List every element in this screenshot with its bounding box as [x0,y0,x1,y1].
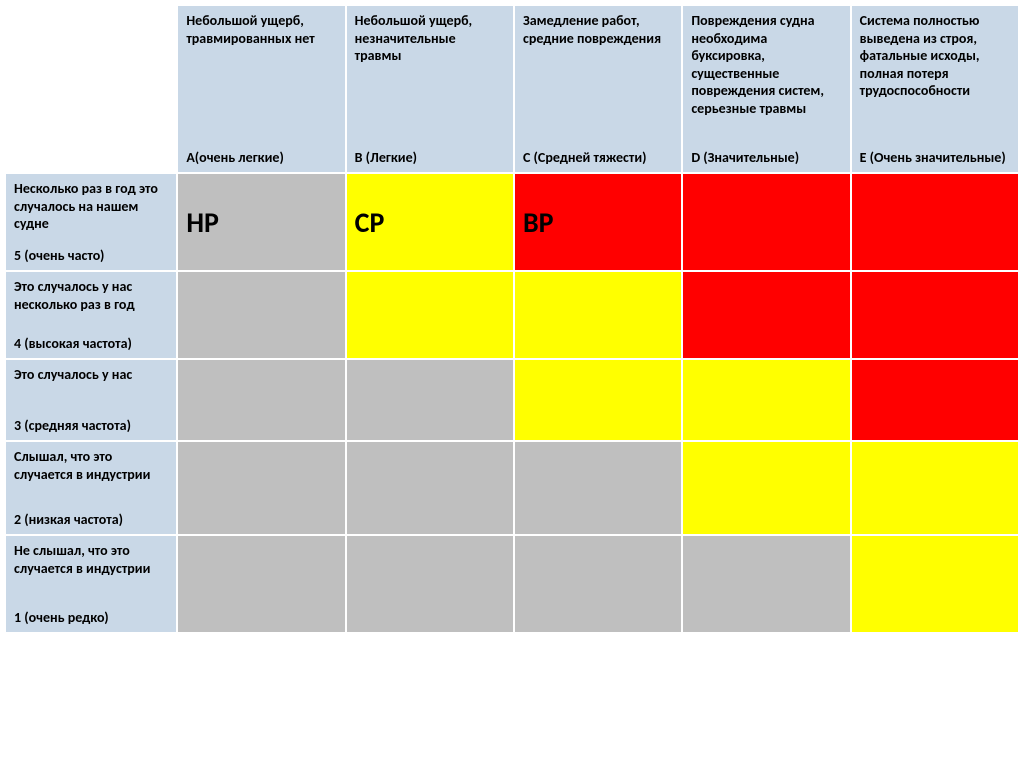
col-desc: Замедление работ, средние повреждения [523,12,673,47]
risk-cell [851,359,1019,441]
row-code: 2 (низкая частота) [14,511,168,529]
col-header: Небольшой ущерб, незначительные травмы В… [346,5,514,173]
col-desc: Небольшой ущерб, травмированных нет [186,12,336,47]
col-desc: Повреждения судна необходима буксировка,… [691,12,841,117]
row-desc: Слышал, что это случается в индустрии [14,448,168,483]
row-header: Это случалось у нас 3 (средняя частота) [5,359,177,441]
row-desc: Это случалось у нас [14,366,168,384]
col-code: А(очень легкие) [186,149,336,167]
matrix-row: Это случалось у нас несколько раз в год 4… [5,271,1019,359]
risk-cell [346,359,514,441]
col-header: Повреждения судна необходима буксировка,… [682,5,850,173]
col-desc: Система полностью выведена из строя, фат… [860,12,1010,100]
risk-cell [514,535,682,633]
risk-cell [346,535,514,633]
col-header: Замедление работ, средние повреждения С … [514,5,682,173]
corner-cell [5,5,177,173]
column-header-row: Небольшой ущерб, травмированных нет А(оч… [5,5,1019,173]
row-header: Не слышал, что это случается в индустрии… [5,535,177,633]
risk-cell [514,271,682,359]
col-header: Система полностью выведена из строя, фат… [851,5,1019,173]
risk-cell [177,271,345,359]
row-desc: Несколько раз в год это случалось на наш… [14,180,168,233]
risk-cell [177,359,345,441]
risk-cell: НР [177,173,345,271]
row-code: 3 (средняя частота) [14,417,168,435]
row-desc: Это случалось у нас несколько раз в год [14,278,168,313]
risk-cell [851,535,1019,633]
matrix-row: Не слышал, что это случается в индустрии… [5,535,1019,633]
risk-cell [682,271,850,359]
matrix-row: Это случалось у нас 3 (средняя частота) [5,359,1019,441]
risk-cell: СР [346,173,514,271]
matrix-row: Несколько раз в год это случалось на наш… [5,173,1019,271]
row-header: Это случалось у нас несколько раз в год 4… [5,271,177,359]
matrix-body: Несколько раз в год это случалось на наш… [5,173,1019,633]
col-desc: Небольшой ущерб, незначительные травмы [355,12,505,65]
row-desc: Не слышал, что это случается в индустрии [14,542,168,577]
risk-cell [682,441,850,535]
risk-cell [346,271,514,359]
col-code: С (Средней тяжести) [523,149,673,167]
col-header: Небольшой ущерб, травмированных нет А(оч… [177,5,345,173]
risk-cell [851,441,1019,535]
risk-cell [177,441,345,535]
risk-cell [682,535,850,633]
risk-cell [346,441,514,535]
risk-cell [851,173,1019,271]
risk-cell [851,271,1019,359]
row-code: 1 (очень редко) [14,609,168,627]
risk-cell [177,535,345,633]
row-header: Несколько раз в год это случалось на наш… [5,173,177,271]
col-code: В (Легкие) [355,149,505,167]
risk-cell [682,359,850,441]
risk-cell: ВР [514,173,682,271]
row-code: 5 (очень часто) [14,247,168,265]
matrix-row: Слышал, что это случается в индустрии 2 (… [5,441,1019,535]
risk-cell [682,173,850,271]
risk-cell [514,359,682,441]
risk-cell [514,441,682,535]
risk-matrix: Небольшой ущерб, травмированных нет А(оч… [4,4,1020,634]
row-header: Слышал, что это случается в индустрии 2 (… [5,441,177,535]
row-code: 4 (высокая частота) [14,335,168,353]
col-code: Е (Очень значительные) [860,149,1010,167]
col-code: D (Значительные) [691,149,841,167]
